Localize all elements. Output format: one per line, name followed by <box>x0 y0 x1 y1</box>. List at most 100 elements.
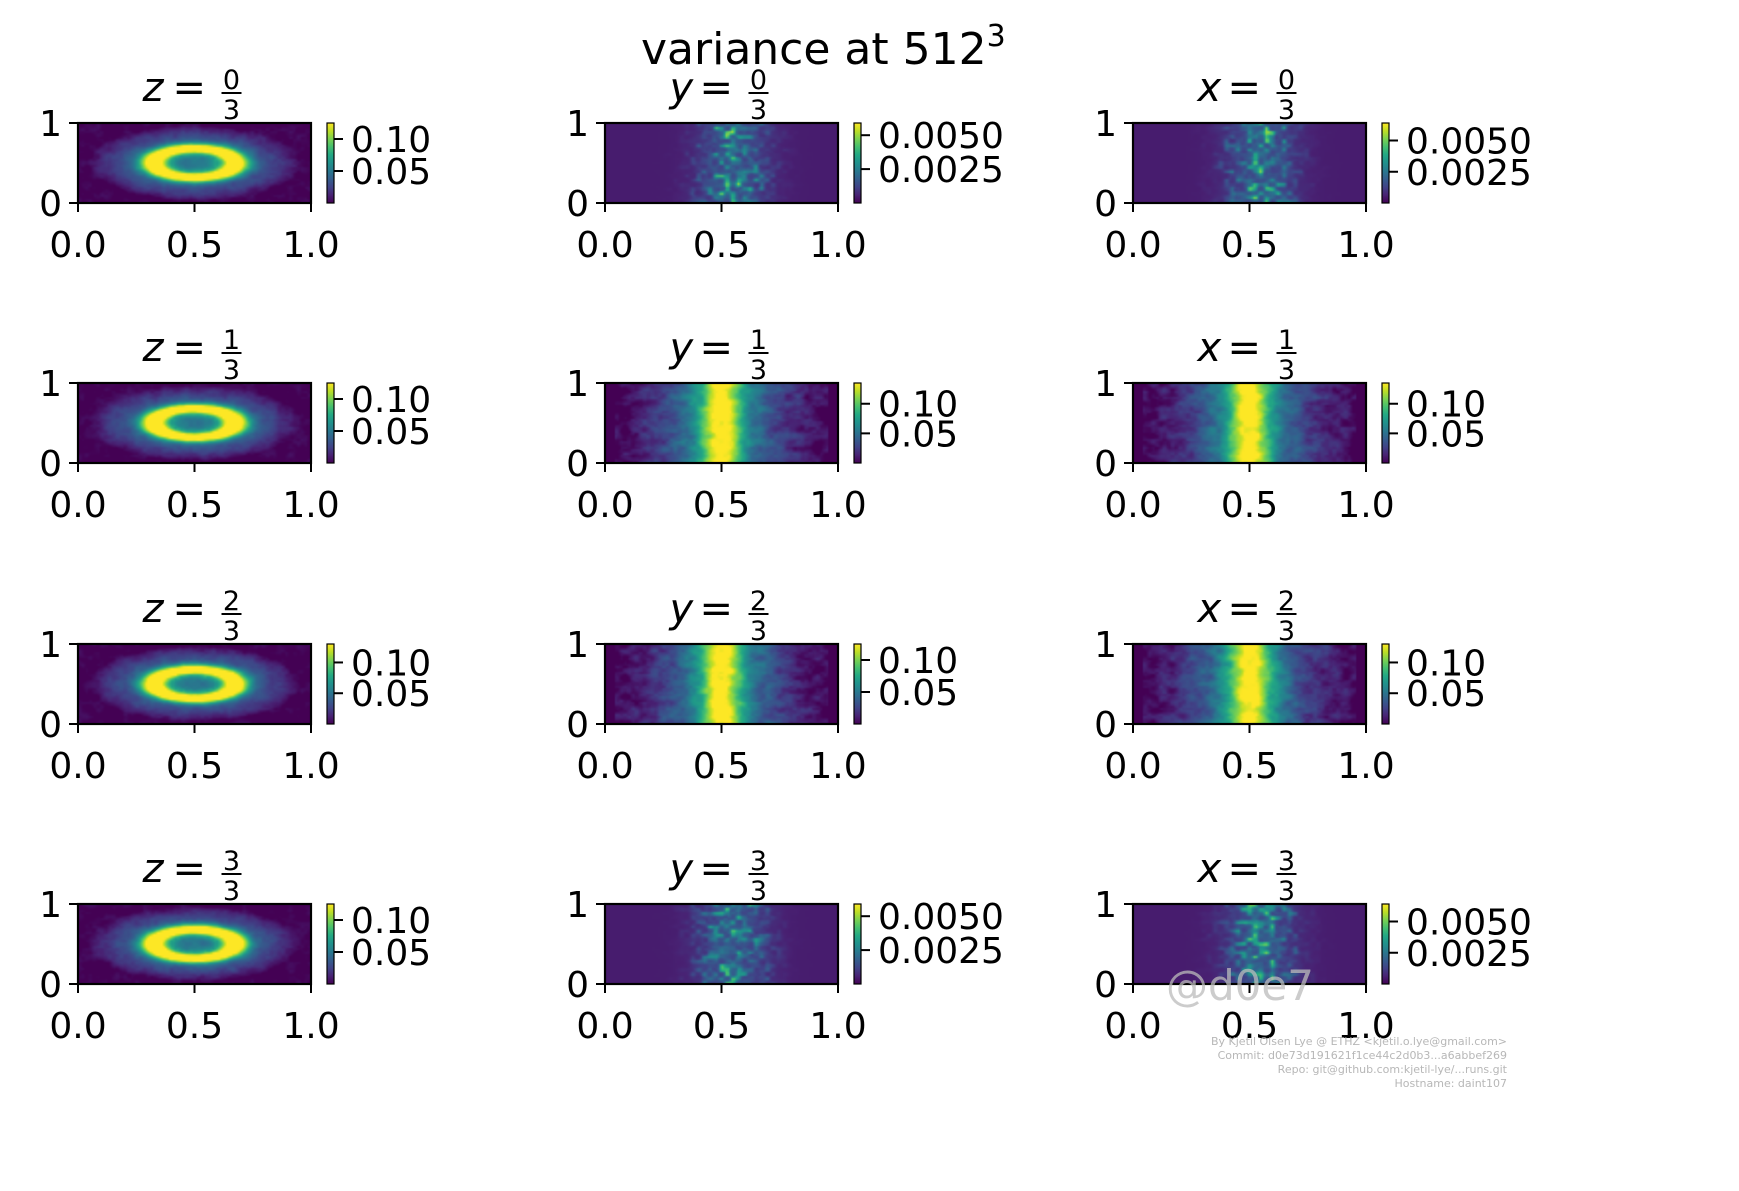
x-tick-label: 1.0 <box>282 1006 339 1047</box>
title-numerator: 2 <box>1278 586 1295 617</box>
heatmap-image <box>605 123 838 203</box>
title-equals: = <box>700 65 734 111</box>
title-denominator: 3 <box>750 616 767 647</box>
title-numerator: 0 <box>750 65 767 96</box>
y-tick-label: 0 <box>566 184 589 225</box>
colorbar <box>327 904 334 984</box>
colorbar <box>854 123 861 203</box>
x-tick-label: 1.0 <box>1337 485 1394 526</box>
heatmap-image <box>78 123 311 203</box>
panel-title: x = 03 <box>1196 65 1297 126</box>
x-tick-label: 1.0 <box>282 225 339 266</box>
heatmap-image <box>605 904 838 984</box>
title-numerator: 3 <box>1278 846 1295 877</box>
title-numerator: 3 <box>750 846 767 877</box>
heatmap-image <box>1133 644 1366 724</box>
colorbar-tick-label: 0.05 <box>351 674 431 715</box>
panel-z-0: z = 030.0 0.5 1.001 0.100.05 <box>39 65 431 266</box>
x-tick-label: 0.0 <box>1104 746 1161 787</box>
watermark-handle: @d0e7 <box>1166 961 1314 1010</box>
y-tick-label: 1 <box>1094 625 1117 666</box>
title-variable: x <box>1196 586 1222 632</box>
colorbar-tick-label: 0.0025 <box>1406 153 1532 194</box>
x-tick-label: 0.0 <box>576 746 633 787</box>
colorbar <box>854 383 861 463</box>
colorbar-frame <box>1381 122 1390 204</box>
colorbar <box>327 644 334 724</box>
title-equals: = <box>700 846 734 892</box>
heatmap-image <box>1133 904 1366 984</box>
x-tick-label: 0.0 <box>1104 1006 1161 1047</box>
colorbar <box>854 904 861 984</box>
x-tick-label: 0.5 <box>693 485 750 526</box>
y-tick-label: 1 <box>39 625 62 666</box>
title-variable: z <box>142 586 165 632</box>
x-tick-label: 0.5 <box>166 1006 223 1047</box>
y-tick-label: 1 <box>39 885 62 926</box>
x-tick-label: 0.5 <box>693 1006 750 1047</box>
panel-title: z = 13 <box>142 325 242 386</box>
y-tick-label: 0 <box>39 965 62 1006</box>
y-tick-label: 1 <box>566 885 589 926</box>
title-variable: y <box>669 586 695 632</box>
x-tick-label: 0.0 <box>576 1006 633 1047</box>
watermark-line: Hostname: daint107 <box>1394 1077 1507 1090</box>
colorbar-tick-label: 0.0050 <box>1406 122 1532 163</box>
title-variable: y <box>669 846 695 892</box>
x-tick-label: 0.5 <box>166 485 223 526</box>
x-tick-label: 0.5 <box>1221 485 1278 526</box>
title-equals: = <box>700 586 734 632</box>
title-denominator: 3 <box>750 355 767 386</box>
panel-z-3: z = 33 0.0 0.5 1.0 0 1 0.100.05 <box>39 846 431 1047</box>
panel-title: x = 13 <box>1196 325 1297 386</box>
colorbar <box>327 123 334 203</box>
title-variable: x <box>1196 325 1222 371</box>
title-denominator: 3 <box>223 95 240 126</box>
panel-title: y = 03 <box>669 65 769 126</box>
panel-title: x = 23 <box>1196 586 1297 647</box>
title-variable: y <box>669 325 695 371</box>
panel-y-2: y = 23 0.0 0.5 1.0 0 1 0.100.05 <box>566 586 958 787</box>
y-tick-label: 1 <box>1094 104 1117 145</box>
colorbar <box>854 644 861 724</box>
title-numerator: 2 <box>750 586 767 617</box>
title-denominator: 3 <box>1278 616 1295 647</box>
x-tick-label: 0.0 <box>1104 485 1161 526</box>
x-tick-label: 1.0 <box>1337 1006 1394 1047</box>
title-numerator: 1 <box>223 325 240 356</box>
watermark-credits: By Kjetil Olsen Lye @ ETHZ <kjetil.o.lye… <box>1211 1035 1508 1090</box>
colorbar-tick-label: 0.05 <box>351 933 431 974</box>
y-tick-label: 1 <box>39 364 62 405</box>
panel-title: y = 13 <box>669 325 769 386</box>
x-tick-label: 0.5 <box>166 225 223 266</box>
colorbar-frame <box>853 382 862 464</box>
panel-title: x = 33 <box>1196 846 1297 907</box>
panel-grid: z = 030.0 0.5 1.001 0.100.05y = 030.0 0.5 1.001 0.… <box>39 65 1532 1047</box>
title-denominator: 3 <box>223 355 240 386</box>
heatmap-image <box>1133 383 1366 463</box>
colorbar-tick-label: 0.05 <box>351 152 431 193</box>
colorbar <box>1382 383 1389 463</box>
colorbar <box>1382 904 1389 984</box>
colorbar-tick-label: 0.0050 <box>1406 903 1532 944</box>
colorbar-frame <box>326 122 335 204</box>
x-tick-label: 0.0 <box>49 1006 106 1047</box>
title-numerator: 0 <box>223 65 240 96</box>
title-variable: y <box>669 65 695 111</box>
panel-title: z = 33 <box>142 846 242 907</box>
y-tick-label: 0 <box>566 965 589 1006</box>
x-tick-label: 0.0 <box>1104 225 1161 266</box>
title-numerator: 3 <box>223 846 240 877</box>
title-equals: = <box>1228 586 1262 632</box>
panel-x-2: x = 23 0.0 0.5 1.0 0 1 0.100.05 <box>1094 586 1486 787</box>
colorbar-tick-label: 0.0025 <box>878 150 1004 191</box>
title-denominator: 3 <box>750 95 767 126</box>
colorbar-tick-label: 0.05 <box>351 412 431 453</box>
x-tick-label: 0.5 <box>1221 1006 1278 1047</box>
heatmap-image <box>605 644 838 724</box>
title-variable: z <box>142 65 165 111</box>
colorbar-frame <box>1381 903 1390 985</box>
colorbar-tick-label: 0.05 <box>1406 414 1486 455</box>
